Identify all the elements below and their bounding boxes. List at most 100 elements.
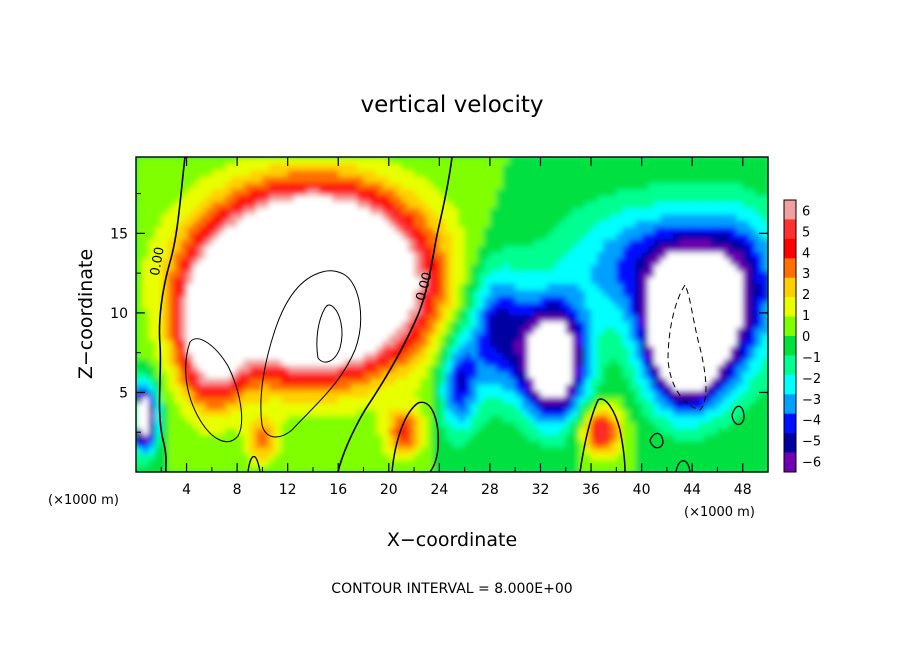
heat-cell: [306, 383, 314, 391]
heat-cell: [755, 396, 763, 404]
heat-cell: [761, 226, 768, 234]
heat-cell: [685, 383, 693, 391]
heat-cell: [597, 446, 605, 454]
heat-cell: [761, 232, 768, 240]
heat-cell: [489, 270, 498, 278]
heat-cell: [395, 314, 403, 322]
heat-cell: [325, 327, 333, 335]
heat-cell: [192, 264, 200, 272]
heat-cell: [578, 308, 586, 316]
heat-cell: [704, 232, 712, 240]
heat-cell: [363, 295, 371, 303]
heat-cell: [477, 289, 485, 297]
heat-cell: [401, 390, 409, 398]
heat-cell: [262, 364, 270, 372]
heat-cell: [414, 238, 422, 246]
heat-cell: [237, 163, 245, 171]
heat-cell: [553, 226, 561, 234]
heat-cell: [350, 251, 358, 259]
heat-cell: [439, 465, 447, 472]
heat-cell: [458, 383, 466, 391]
heat-cell: [401, 238, 409, 246]
heat-cell: [350, 421, 358, 429]
heat-cell: [369, 264, 377, 272]
heat-cell: [167, 327, 175, 335]
heat-cell: [464, 320, 472, 328]
heat-cell: [521, 283, 529, 291]
heat-cell: [591, 232, 599, 240]
heat-cell: [173, 358, 182, 366]
heat-cell: [275, 232, 283, 240]
heat-cell: [641, 289, 649, 297]
heat-cell: [344, 283, 352, 291]
heat-cell: [433, 333, 441, 341]
heat-cell: [154, 415, 163, 423]
heat-cell: [262, 301, 270, 309]
heat-cell: [489, 459, 498, 467]
heat-cell: [755, 188, 763, 196]
heat-cell: [154, 232, 163, 240]
heat-cell: [704, 264, 712, 272]
heat-cell: [534, 339, 542, 347]
heat-cell: [464, 453, 472, 461]
heat-cell: [641, 207, 649, 215]
heat-cell: [616, 289, 624, 297]
heat-cell: [616, 371, 624, 379]
heat-cell: [666, 276, 674, 284]
heat-cell: [218, 453, 226, 461]
heat-cell: [230, 427, 238, 435]
heat-cell: [546, 308, 554, 316]
heat-cell: [477, 371, 485, 379]
heat-cell: [698, 415, 706, 423]
heat-cell: [603, 226, 611, 234]
heat-cell: [470, 333, 479, 341]
heat-cell: [445, 339, 453, 347]
heat-cell: [376, 320, 384, 328]
heat-cell: [319, 352, 327, 360]
heat-cell: [572, 459, 580, 467]
heat-cell: [294, 459, 302, 467]
heat-cell: [262, 220, 270, 228]
heat-cell: [199, 339, 207, 347]
heat-cell: [515, 207, 523, 215]
heat-cell: [148, 383, 156, 391]
heat-cell: [154, 434, 163, 442]
heat-cell: [281, 402, 289, 410]
heat-cell: [142, 333, 150, 341]
heat-cell: [211, 421, 219, 429]
heat-cell: [584, 352, 592, 360]
heat-cell: [142, 446, 150, 454]
heat-cell: [452, 226, 460, 234]
heat-cell: [357, 333, 365, 341]
heat-cell: [470, 434, 479, 442]
heat-cell: [508, 295, 516, 303]
heat-cell: [692, 169, 700, 177]
heat-cell: [666, 314, 674, 322]
heat-cell: [616, 434, 624, 442]
heat-cell: [736, 201, 744, 209]
heat-cell: [173, 371, 182, 379]
heat-cell: [698, 320, 706, 328]
heat-cell: [344, 364, 352, 372]
heat-cell: [666, 409, 674, 417]
heat-cell: [382, 440, 390, 448]
heat-cell: [357, 283, 365, 291]
heat-cell: [553, 352, 561, 360]
heat-cell: [673, 301, 681, 309]
heat-cell: [230, 289, 238, 297]
heat-cell: [294, 238, 302, 246]
heat-cell: [154, 358, 163, 366]
heat-cell: [597, 314, 605, 322]
heat-cell: [685, 409, 693, 417]
heat-cell: [610, 314, 618, 322]
heat-cell: [142, 175, 150, 183]
heat-cell: [553, 201, 561, 209]
heat-cell: [496, 446, 504, 454]
heat-cell: [268, 157, 276, 165]
heat-cell: [723, 201, 731, 209]
heat-cell: [243, 352, 251, 360]
heat-cell: [736, 459, 744, 467]
heat-cell: [742, 238, 750, 246]
heat-cell: [647, 157, 656, 165]
heat-cell: [388, 371, 396, 379]
